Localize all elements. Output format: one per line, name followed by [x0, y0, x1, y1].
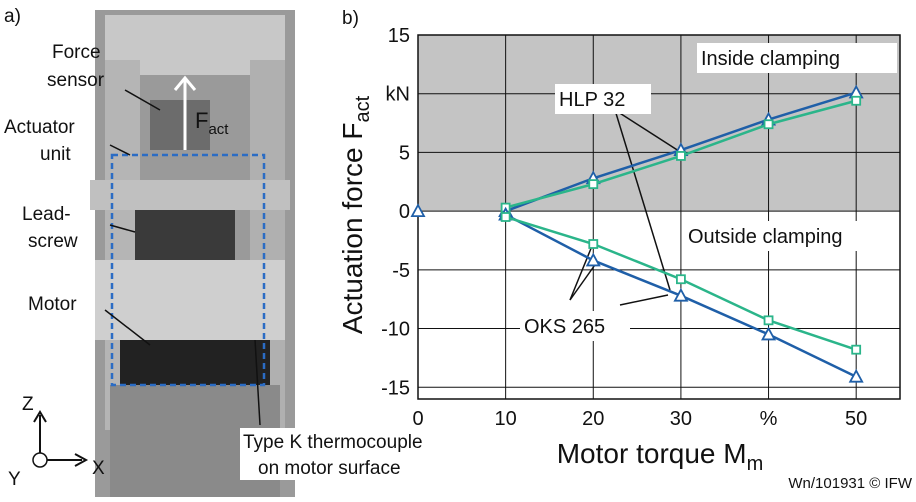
axes-icon [32, 452, 48, 468]
leader [619, 294, 669, 306]
force-arrow [173, 75, 197, 150]
marker [588, 179, 599, 190]
marker [851, 95, 862, 106]
annotation: Outside clamping [688, 226, 843, 248]
x-tick-label: 10 [495, 408, 517, 430]
marker [761, 326, 777, 341]
annotation: HLP 32 [559, 89, 625, 111]
plate [90, 180, 290, 210]
x-tick-label: 20 [582, 408, 604, 430]
x-tick-label: 0 [412, 408, 423, 430]
x-axis-label: Motor torque Mm [557, 438, 764, 475]
marker [676, 151, 686, 161]
label: on motor surface [258, 458, 401, 479]
motor [120, 340, 270, 385]
leadscrew [135, 210, 235, 260]
label: Lead- [22, 204, 71, 225]
annotation-bg [555, 84, 651, 114]
photo: a) Force sensor Fact Actuator unit Lead-… [4, 6, 440, 497]
label: screw [28, 231, 78, 252]
y-tick-label: -10 [381, 319, 410, 341]
axis-letter: Y [8, 469, 21, 490]
y-tick-label: 15 [388, 25, 410, 47]
label: Force [52, 42, 101, 63]
marker [848, 368, 864, 383]
label: sensor [47, 70, 105, 91]
x-tick-label: 30 [670, 408, 692, 430]
y-tick-label: kN [386, 84, 410, 106]
label: Fact [195, 108, 229, 138]
panel-label: a) [4, 6, 21, 27]
marker [588, 239, 599, 249]
motor-block [95, 260, 285, 340]
footer: Wn/101931 © IFW [788, 475, 912, 492]
marker [673, 287, 689, 302]
label: F [195, 108, 208, 133]
x-tick-label: 50 [845, 408, 867, 430]
annotation: OKS 265 [524, 316, 605, 338]
leader [569, 261, 598, 301]
y-tick-label: -5 [392, 260, 410, 282]
label-bg [240, 428, 440, 480]
y-axis-label: act [352, 95, 374, 122]
x-axis-label: Motor torque M [557, 438, 747, 469]
axes-icon [33, 410, 89, 467]
label: act [208, 121, 229, 138]
leader [569, 245, 593, 301]
marker [500, 212, 511, 222]
y-axis-label: Actuation force F [337, 123, 368, 335]
marker [410, 203, 426, 218]
y-tick-label: -15 [381, 377, 410, 399]
marker [763, 315, 774, 326]
label: Motor [28, 294, 77, 315]
marker [676, 274, 686, 285]
y-axis-label: Actuation force Fact [337, 95, 374, 334]
axis-letter: Z [22, 394, 34, 415]
panel-label: b) [342, 8, 359, 29]
label: Actuator [4, 117, 75, 138]
leader [614, 109, 683, 154]
label: unit [40, 144, 71, 165]
label: Type K thermocouple [243, 432, 423, 453]
y-tick-label: 0 [399, 201, 410, 223]
annotation-bg [520, 311, 630, 341]
axis-letter: X [92, 458, 105, 479]
marker [851, 344, 862, 355]
leader [614, 109, 671, 291]
y-tick-label: 5 [399, 142, 410, 164]
leaders [104, 89, 261, 426]
marker [763, 119, 774, 130]
marker [585, 252, 601, 267]
annotation-bg [684, 221, 894, 251]
annotation: Inside clamping [701, 48, 840, 70]
sensor [150, 100, 210, 150]
annotation-bg [697, 43, 897, 73]
x-tick-label: % [760, 408, 778, 430]
actuator-box [110, 153, 266, 387]
x-axis-label: m [747, 453, 764, 475]
chart: b) Actuation force Fact Motor torque Mm … [337, 8, 913, 492]
